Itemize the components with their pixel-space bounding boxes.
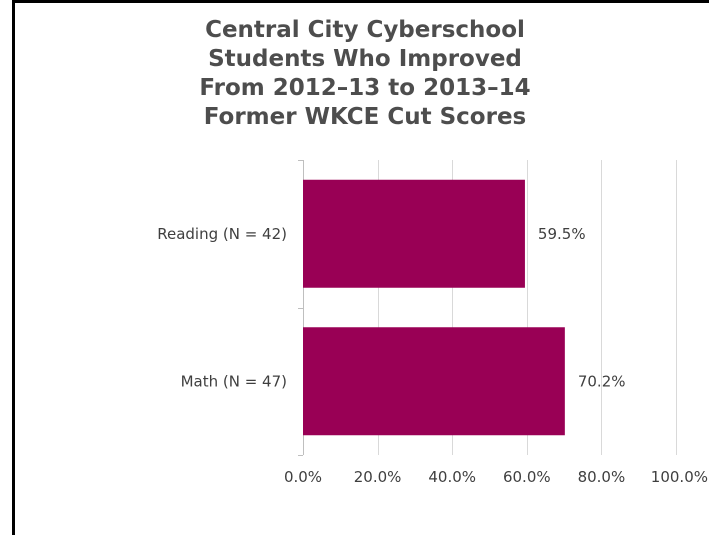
x-tick-label-5: 100.0% bbox=[651, 468, 708, 486]
chart-title-line-2: Students Who Improved bbox=[208, 46, 522, 72]
bar-math bbox=[303, 327, 565, 436]
x-tick-label-4: 80.0% bbox=[578, 468, 626, 486]
x-tick-label-3: 60.0% bbox=[503, 468, 551, 486]
category-label-reading: Reading (N = 42) bbox=[157, 225, 287, 243]
chart-title-line-3: From 2012–13 to 2013–14 bbox=[199, 75, 531, 101]
chart-title: Central City Cyberschool Students Who Im… bbox=[0, 16, 709, 132]
x-tick-label-2: 40.0% bbox=[428, 468, 476, 486]
data-label-math: 70.2% bbox=[578, 372, 626, 390]
x-tick-label-1: 20.0% bbox=[354, 468, 402, 486]
x-tick-label-0: 0.0% bbox=[284, 468, 322, 486]
bar-reading bbox=[303, 179, 525, 288]
category-label-math: Math (N = 47) bbox=[181, 372, 287, 390]
chart-title-line-1: Central City Cyberschool bbox=[205, 17, 525, 43]
data-label-reading: 59.5% bbox=[538, 225, 586, 243]
chart-title-line-4: Former WKCE Cut Scores bbox=[203, 104, 527, 130]
